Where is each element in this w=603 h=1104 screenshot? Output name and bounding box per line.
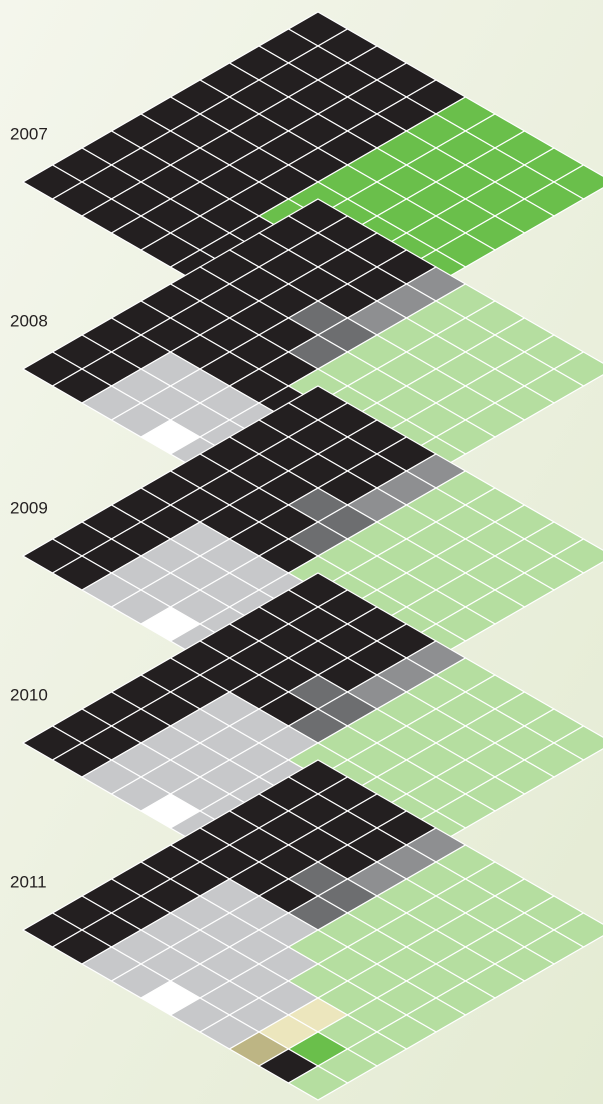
year-label: 2007: [10, 124, 48, 143]
year-label: 2009: [10, 498, 48, 517]
grid-layer: [21, 759, 603, 1101]
year-labels: 2007 2008 2009 2010 2011: [10, 124, 48, 891]
year-label: 2010: [10, 685, 48, 704]
grid-layers: [21, 11, 603, 1101]
grid-cell: [287, 1065, 349, 1101]
year-label: 2008: [10, 311, 48, 330]
year-label: 2011: [10, 872, 47, 891]
